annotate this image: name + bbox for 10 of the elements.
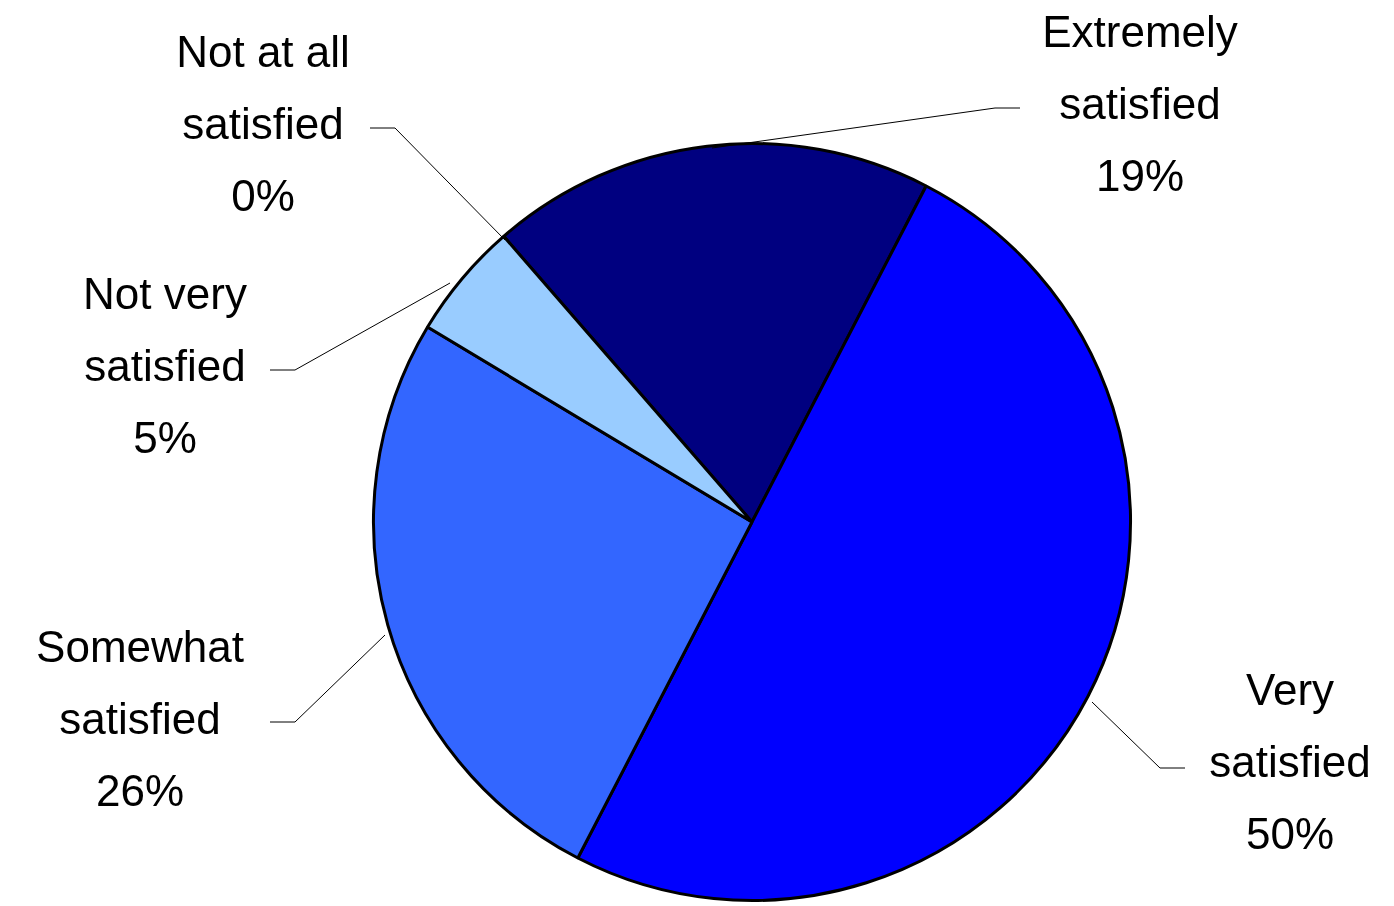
data-label: 5% [133,413,197,463]
slice-label: Extremely satisfied [1042,7,1238,129]
data-label: 50% [1245,809,1335,859]
category-label: Not at all satisfied [176,27,350,149]
slice-label: Very satisfied [1209,665,1371,787]
data-label: 26% [95,766,185,816]
slice-label: Somewhat satisfied [36,622,244,744]
data-label: 19% [1095,151,1185,201]
slice-label: Not very satisfied [83,269,247,391]
text: 0% [231,171,295,221]
